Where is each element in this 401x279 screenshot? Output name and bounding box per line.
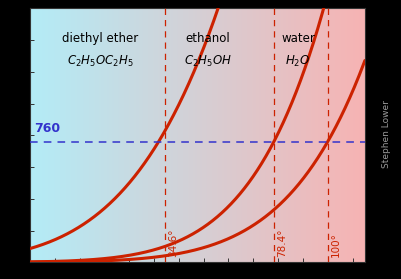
- Text: $H_2O$: $H_2O$: [286, 54, 310, 69]
- Text: $C_2H_5OC_2H_5$: $C_2H_5OC_2H_5$: [67, 54, 134, 69]
- Text: water: water: [281, 32, 315, 45]
- Text: diethyl ether: diethyl ether: [62, 32, 138, 45]
- Text: 100°: 100°: [331, 233, 341, 258]
- Text: 760: 760: [34, 122, 60, 134]
- Text: 34.6°: 34.6°: [168, 229, 178, 258]
- Text: ethanol: ethanol: [185, 32, 230, 45]
- Text: 78.4°: 78.4°: [277, 229, 287, 258]
- Text: Stephen Lower: Stephen Lower: [383, 100, 391, 168]
- Text: $C_2H_5OH$: $C_2H_5OH$: [184, 54, 231, 69]
